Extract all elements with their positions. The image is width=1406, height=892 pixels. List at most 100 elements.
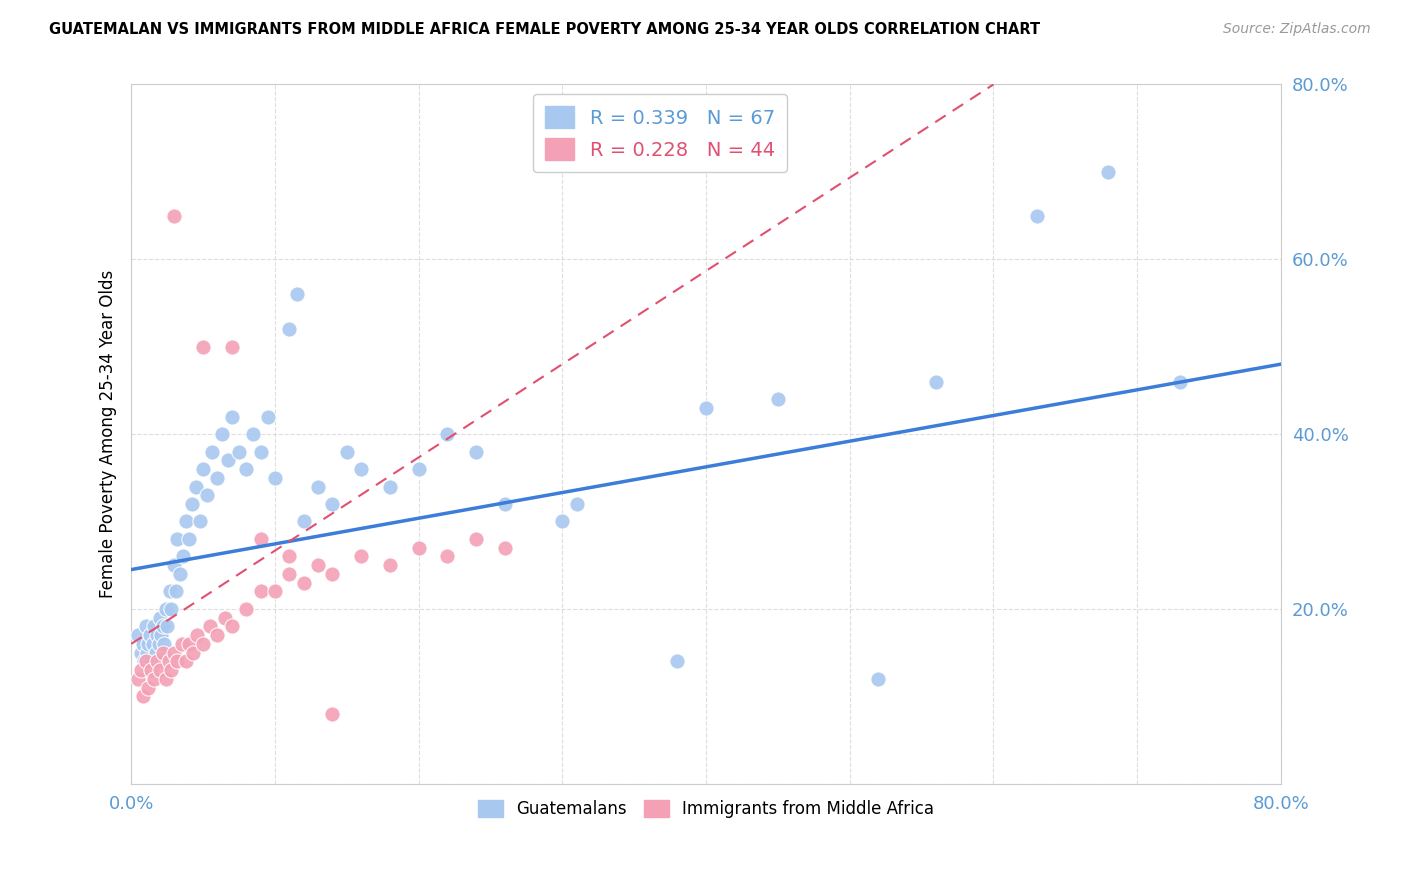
Point bbox=[321, 566, 343, 581]
Point bbox=[249, 444, 271, 458]
Point bbox=[200, 619, 222, 633]
Point bbox=[235, 602, 257, 616]
Point bbox=[350, 549, 373, 564]
Point bbox=[141, 654, 163, 668]
Point bbox=[292, 575, 315, 590]
Point bbox=[494, 541, 516, 555]
Point bbox=[142, 637, 165, 651]
Point bbox=[242, 427, 264, 442]
Point bbox=[165, 584, 187, 599]
Point bbox=[186, 628, 208, 642]
Point bbox=[307, 479, 329, 493]
Point bbox=[551, 515, 574, 529]
Point bbox=[1168, 375, 1191, 389]
Point bbox=[174, 654, 197, 668]
Point bbox=[1025, 209, 1047, 223]
Point bbox=[180, 497, 202, 511]
Point bbox=[350, 462, 373, 476]
Point bbox=[307, 558, 329, 573]
Point bbox=[191, 462, 214, 476]
Point bbox=[152, 646, 174, 660]
Point bbox=[436, 427, 458, 442]
Point bbox=[135, 619, 157, 633]
Point bbox=[138, 681, 160, 695]
Point bbox=[378, 558, 401, 573]
Point bbox=[207, 471, 229, 485]
Point bbox=[378, 479, 401, 493]
Point bbox=[766, 392, 789, 406]
Point bbox=[188, 515, 211, 529]
Point bbox=[177, 637, 200, 651]
Point bbox=[146, 628, 169, 642]
Point bbox=[149, 610, 172, 624]
Point bbox=[249, 584, 271, 599]
Point bbox=[143, 672, 166, 686]
Y-axis label: Female Poverty Among 25-34 Year Olds: Female Poverty Among 25-34 Year Olds bbox=[100, 270, 117, 599]
Point bbox=[135, 654, 157, 668]
Point bbox=[149, 663, 172, 677]
Point bbox=[1097, 165, 1119, 179]
Point bbox=[166, 532, 188, 546]
Point bbox=[465, 444, 488, 458]
Point bbox=[127, 628, 149, 642]
Text: GUATEMALAN VS IMMIGRANTS FROM MIDDLE AFRICA FEMALE POVERTY AMONG 25-34 YEAR OLDS: GUATEMALAN VS IMMIGRANTS FROM MIDDLE AFR… bbox=[49, 22, 1040, 37]
Point bbox=[565, 497, 588, 511]
Point bbox=[465, 532, 488, 546]
Point bbox=[235, 462, 257, 476]
Point bbox=[191, 637, 214, 651]
Point bbox=[131, 646, 153, 660]
Legend: Guatemalans, Immigrants from Middle Africa: Guatemalans, Immigrants from Middle Afri… bbox=[471, 793, 941, 824]
Point bbox=[321, 706, 343, 721]
Point bbox=[157, 654, 180, 668]
Point bbox=[160, 663, 183, 677]
Point bbox=[166, 654, 188, 668]
Point bbox=[136, 646, 159, 660]
Point bbox=[285, 287, 308, 301]
Point bbox=[494, 497, 516, 511]
Point bbox=[408, 541, 430, 555]
Point bbox=[163, 558, 186, 573]
Point bbox=[132, 690, 155, 704]
Point bbox=[156, 619, 179, 633]
Point bbox=[159, 584, 181, 599]
Point bbox=[141, 663, 163, 677]
Point bbox=[163, 646, 186, 660]
Point bbox=[155, 672, 177, 686]
Point bbox=[695, 401, 717, 415]
Point bbox=[191, 340, 214, 354]
Point bbox=[184, 479, 207, 493]
Point bbox=[292, 515, 315, 529]
Point bbox=[163, 209, 186, 223]
Point bbox=[228, 444, 250, 458]
Point bbox=[153, 637, 176, 651]
Point bbox=[264, 584, 287, 599]
Point bbox=[150, 628, 173, 642]
Point bbox=[148, 637, 170, 651]
Point bbox=[169, 566, 191, 581]
Point bbox=[177, 532, 200, 546]
Point bbox=[132, 637, 155, 651]
Point bbox=[278, 549, 301, 564]
Point bbox=[139, 628, 162, 642]
Point bbox=[207, 628, 229, 642]
Text: Source: ZipAtlas.com: Source: ZipAtlas.com bbox=[1223, 22, 1371, 37]
Point bbox=[155, 602, 177, 616]
Point bbox=[134, 654, 156, 668]
Point bbox=[868, 672, 890, 686]
Point bbox=[408, 462, 430, 476]
Point bbox=[170, 637, 193, 651]
Point bbox=[181, 646, 204, 660]
Point bbox=[127, 672, 149, 686]
Point bbox=[143, 619, 166, 633]
Point bbox=[138, 637, 160, 651]
Point bbox=[160, 602, 183, 616]
Point bbox=[221, 409, 243, 424]
Point bbox=[172, 549, 194, 564]
Point bbox=[321, 497, 343, 511]
Point bbox=[217, 453, 239, 467]
Point bbox=[278, 322, 301, 336]
Point bbox=[336, 444, 359, 458]
Point bbox=[131, 663, 153, 677]
Point bbox=[174, 515, 197, 529]
Point bbox=[666, 654, 689, 668]
